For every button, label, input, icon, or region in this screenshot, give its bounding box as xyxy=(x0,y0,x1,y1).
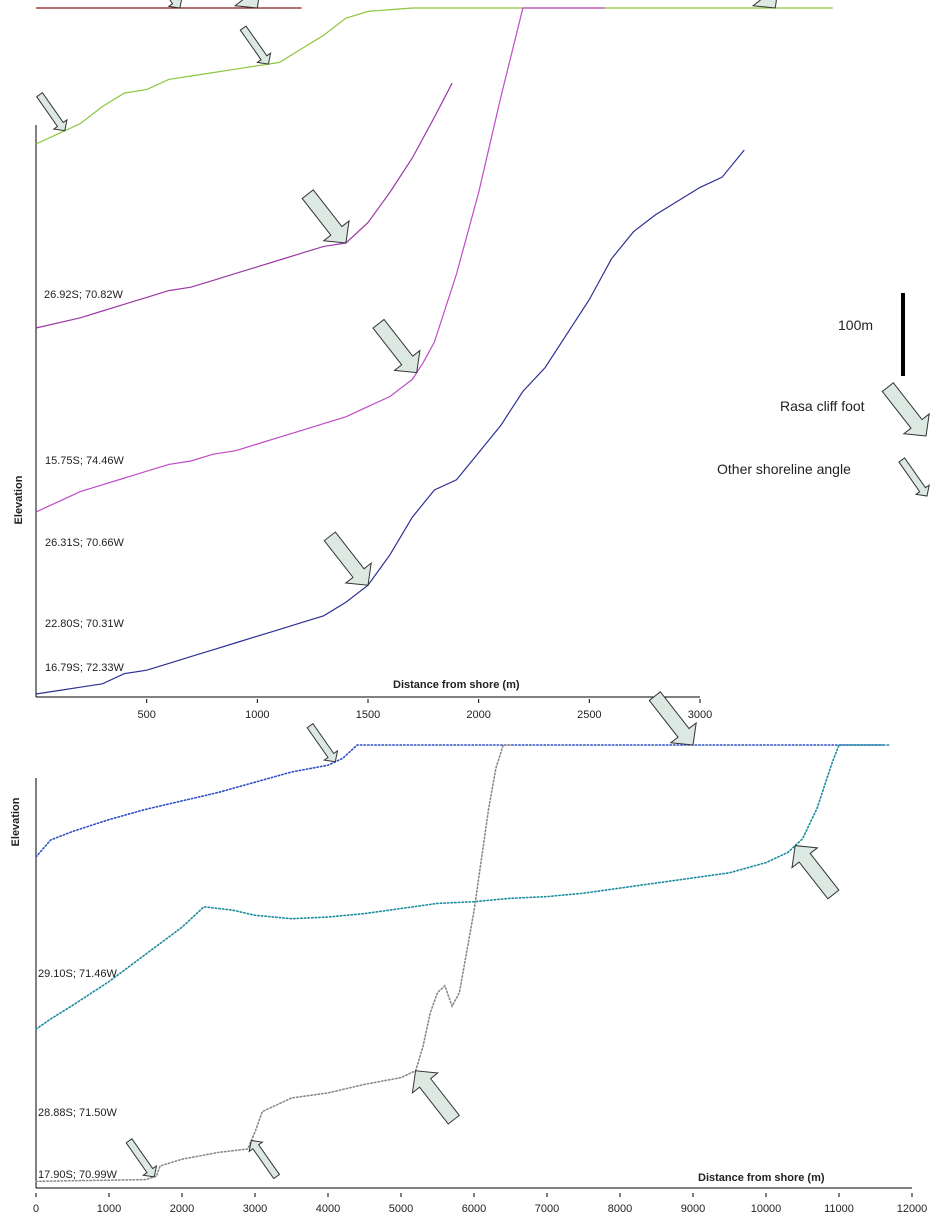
series-label-15-75s-74-46w: 15.75S; 74.46W xyxy=(45,455,125,467)
series-line-28-88s-71-50w xyxy=(35,744,891,1030)
top-panel: Distance from shore (m) Elevation 500 100… xyxy=(13,0,833,721)
series-line-22-80s-70-31w xyxy=(35,7,605,513)
legend-other-label: Other shoreline angle xyxy=(717,461,851,477)
x-tick-label: 0 xyxy=(33,1203,39,1215)
rasa-cliff-foot-arrow-icon xyxy=(411,1070,460,1125)
top-x-ticks: 500 1000 1500 2000 2500 3000 xyxy=(137,699,712,721)
x-tick-label: 2000 xyxy=(170,1203,194,1215)
bottom-panel: Distance from shore (m) Elevation 0 1000 2… xyxy=(10,691,927,1215)
series-line-17-90s-70-99w xyxy=(35,744,512,1183)
rasa-cliff-foot-arrow-icon xyxy=(323,531,372,586)
x-tick-label: 3000 xyxy=(243,1203,267,1215)
x-tick-label: 5000 xyxy=(389,1203,413,1215)
legend: 100m Rasa cliff foot Other shoreline ang… xyxy=(717,293,930,497)
shoreline-angle-arrow-icon xyxy=(306,723,339,763)
series-label-17-90s-70-99w: 17.90S; 70.99W xyxy=(38,1169,118,1181)
top-series-labels: 26.92S; 70.82W 15.75S; 74.46W 26.31S; 70.6… xyxy=(44,289,125,674)
rasa-cliff-foot-arrow-icon xyxy=(372,318,421,374)
bottom-series-labels: 29.10S; 71.46W 28.88S; 71.50W 17.90S; 70.9… xyxy=(38,968,118,1181)
shoreline-angle-arrow-icon xyxy=(151,0,183,9)
x-tick-label: 11000 xyxy=(824,1203,854,1215)
series-label-22-80s-70-31w: 22.80S; 70.31W xyxy=(45,618,125,630)
series-label-16-79s-72-33w: 16.79S; 72.33W xyxy=(45,662,125,674)
legend-rasa-label: Rasa cliff foot xyxy=(780,398,865,414)
bottom-series-group xyxy=(35,744,891,1183)
top-arrows xyxy=(35,0,780,586)
x-tick-label: 9000 xyxy=(681,1203,705,1215)
other-arrow-shape xyxy=(898,457,930,497)
rasa-cliff-foot-arrow-icon xyxy=(791,845,840,900)
rasa-arrow-shape xyxy=(881,382,930,437)
x-tick-label: 2500 xyxy=(577,709,601,721)
x-tick-label: 7000 xyxy=(535,1203,559,1215)
top-series-group xyxy=(35,7,833,695)
rasa-cliff-foot-arrow-icon xyxy=(301,189,350,244)
x-tick-label: 1000 xyxy=(97,1203,121,1215)
legend-rasa-arrow-icon xyxy=(881,382,930,437)
shoreline-angle-arrow-icon xyxy=(35,91,68,132)
x-tick-label: 4000 xyxy=(316,1203,340,1215)
series-line-26-31s-70-66w xyxy=(35,82,453,329)
rasa-cliff-foot-arrow-icon xyxy=(730,0,780,9)
series-line-15-75s-74-46w xyxy=(35,7,833,145)
series-label-28-88s-71-50w: 28.88S; 71.50W xyxy=(38,1107,118,1119)
shoreline-angle-arrow-icon xyxy=(248,1139,281,1180)
x-tick-label: 500 xyxy=(137,709,155,721)
bottom-x-ticks: 0 1000 2000 3000 4000 5000 6000 7000 8000 9000 100… xyxy=(33,1193,927,1215)
x-tick-label: 10000 xyxy=(751,1203,782,1215)
x-tick-label: 1000 xyxy=(245,709,269,721)
x-tick-label: 6000 xyxy=(462,1203,486,1215)
series-label-26-92s-70-82w: 26.92S; 70.82W xyxy=(44,289,124,301)
bottom-x-axis-title: Distance from shore (m) xyxy=(698,1172,825,1184)
series-line-29-10s-71-46w xyxy=(35,744,884,858)
x-tick-label: 12000 xyxy=(897,1203,928,1215)
series-label-26-31s-70-66w: 26.31S; 70.66W xyxy=(45,537,125,549)
legend-other-arrow-icon xyxy=(898,457,930,497)
x-tick-label: 8000 xyxy=(608,1203,632,1215)
x-tick-label: 2000 xyxy=(466,709,490,721)
rasa-cliff-foot-arrow-icon xyxy=(648,691,697,746)
x-tick-label: 1500 xyxy=(356,709,380,721)
bottom-arrows xyxy=(125,691,840,1180)
scale-bar-label: 100m xyxy=(838,317,873,333)
shoreline-angle-arrow-icon xyxy=(125,1138,158,1178)
series-label-29-10s-71-46w: 29.10S; 71.46W xyxy=(38,968,118,980)
top-x-axis-title: Distance from shore (m) xyxy=(393,679,520,691)
top-y-axis-title: Elevation xyxy=(13,475,25,524)
rasa-cliff-foot-arrow-icon xyxy=(212,0,262,9)
x-tick-label: 3000 xyxy=(688,709,712,721)
series-line-16-79s-72-33w xyxy=(35,149,745,695)
shoreline-angle-arrow-icon xyxy=(239,25,272,65)
bottom-y-axis-title: Elevation xyxy=(10,797,22,846)
